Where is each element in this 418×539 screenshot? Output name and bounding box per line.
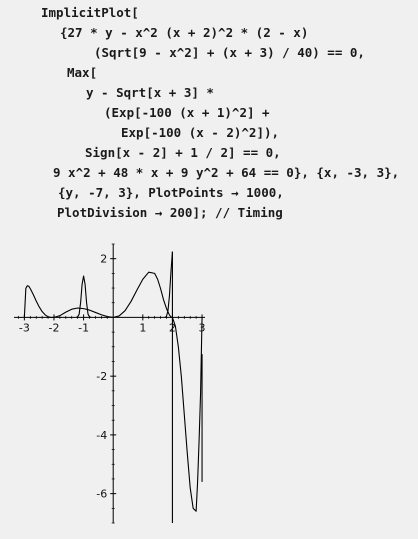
x-tick-label: 2 [169, 321, 176, 334]
code-line-9[interactable]: 9 x^2 + 48 * x + 9 y^2 + 64 == 0}, {x, -… [53, 165, 400, 180]
code-line-5[interactable]: y - Sqrt[x + 3] * [86, 85, 214, 100]
x-tick-label: -1 [78, 321, 89, 334]
x-tick-label: -2 [48, 321, 59, 334]
curve-series-3 [164, 251, 173, 318]
code-line-11[interactable]: PlotDivision → 200]; // Timing [57, 205, 283, 220]
x-tick-label: -3 [19, 321, 30, 334]
code-line-10[interactable]: {y, -7, 3}, PlotPoints → 1000, [58, 185, 284, 200]
plot-output: -3 -2 -1 1 2 3 2 -2 -4 -6 [0, 238, 230, 539]
y-tick-label: 2 [100, 253, 107, 266]
y-tick-label: -6 [96, 488, 107, 501]
y-tick-label: -4 [96, 429, 107, 442]
y-tick-label: -2 [96, 370, 107, 383]
code-line-1[interactable]: ImplicitPlot[ [41, 5, 139, 20]
implicit-plot: -3 -2 -1 1 2 3 2 -2 -4 -6 [14, 243, 206, 524]
code-line-2[interactable]: {27 * y - x^2 (x + 2)^2 * (2 - x) [60, 25, 309, 40]
code-line-6[interactable]: (Exp[-100 (x + 1)^2] + [104, 105, 270, 120]
x-tick-label: 1 [139, 321, 146, 334]
curve-series-2 [75, 275, 92, 318]
code-line-8[interactable]: Sign[x - 2] + 1 / 2] == 0, [85, 145, 281, 160]
input-cell[interactable]: ImplicitPlot[ {27 * y - x^2 (x + 2)^2 * … [0, 0, 418, 240]
code-line-4[interactable]: Max[ [67, 65, 98, 80]
code-line-3[interactable]: (Sqrt[9 - x^2] + (x + 3) / 40) == 0, [94, 45, 365, 60]
x-tick-label: 3 [199, 321, 206, 334]
curve-series-1 [23, 271, 203, 512]
code-line-7[interactable]: Exp[-100 (x - 2)^2]), [121, 125, 280, 140]
